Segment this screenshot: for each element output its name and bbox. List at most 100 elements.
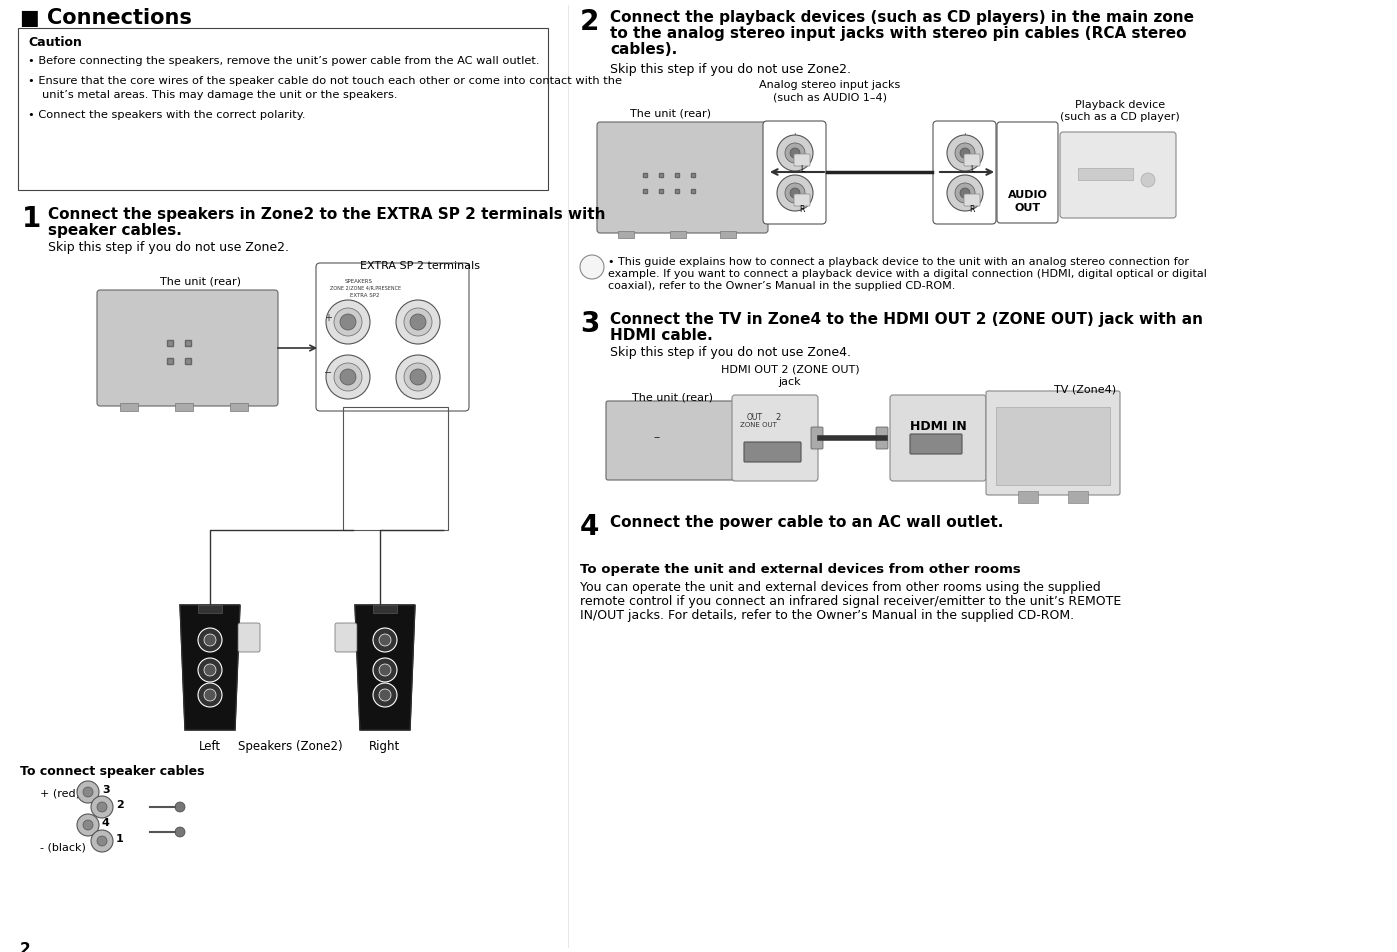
FancyBboxPatch shape [793,154,810,166]
Circle shape [326,300,370,344]
Circle shape [96,836,108,846]
Circle shape [82,787,94,797]
Text: jack: jack [778,377,802,387]
Circle shape [395,355,440,399]
Text: HDMI IN: HDMI IN [909,420,967,433]
FancyBboxPatch shape [986,391,1120,495]
Polygon shape [355,605,415,730]
Bar [198,605,222,613]
Text: ZONE 2/ZONE 4/R.PRESENCE: ZONE 2/ZONE 4/R.PRESENCE [330,286,401,291]
Text: TV (Zone4): TV (Zone4) [1053,385,1116,395]
Text: example. If you want to connect a playback device with a digital connection (HDM: example. If you want to connect a playba… [608,269,1207,279]
Text: EXTRA SP2: EXTRA SP2 [351,293,380,298]
Text: Skip this step if you do not use Zone2.: Skip this step if you do not use Zone2. [47,241,289,254]
Circle shape [204,634,217,646]
Text: +: + [324,313,332,323]
Text: L: L [963,133,967,142]
Circle shape [204,689,217,701]
Text: 1: 1 [116,834,124,844]
Text: AUDIO: AUDIO [1009,190,1048,200]
Circle shape [404,308,432,336]
Text: R: R [970,205,975,213]
Text: HDMI OUT 2 (ZONE OUT): HDMI OUT 2 (ZONE OUT) [721,365,859,375]
Bar [120,403,138,411]
Text: 2: 2 [116,800,124,810]
Circle shape [379,689,391,701]
Text: (such as a CD player): (such as a CD player) [1060,112,1180,122]
FancyBboxPatch shape [909,434,963,454]
Circle shape [373,628,397,652]
Circle shape [96,802,108,812]
Text: 4: 4 [102,818,110,828]
Text: The unit (rear): The unit (rear) [631,393,712,403]
Text: −: − [324,368,332,378]
FancyBboxPatch shape [763,121,826,224]
Text: Connect the power cable to an AC wall outlet.: Connect the power cable to an AC wall ou… [610,515,1003,530]
FancyBboxPatch shape [933,121,996,224]
Bar [1078,168,1133,180]
Bar [231,403,249,411]
Text: ZONE OUT: ZONE OUT [740,422,777,428]
Text: unit’s metal areas. This may damage the unit or the speakers.: unit’s metal areas. This may damage the … [42,90,398,100]
Text: L: L [970,165,974,173]
FancyBboxPatch shape [812,427,823,449]
Bar [373,605,397,613]
Circle shape [326,355,370,399]
Circle shape [1141,173,1155,187]
Text: ■ Connections: ■ Connections [20,8,191,28]
Circle shape [777,175,813,211]
Text: • This guide explains how to connect a playback device to the unit with an analo: • This guide explains how to connect a p… [608,257,1189,267]
Circle shape [198,683,222,707]
Circle shape [947,175,983,211]
Circle shape [379,664,391,676]
Text: 2: 2 [775,413,781,422]
Bar [671,231,686,238]
Text: Speakers (Zone2): Speakers (Zone2) [237,740,342,753]
FancyBboxPatch shape [1060,132,1176,218]
FancyBboxPatch shape [964,154,981,166]
Circle shape [777,135,813,171]
Text: To operate the unit and external devices from other rooms: To operate the unit and external devices… [580,563,1021,576]
Text: cables).: cables). [610,42,678,57]
Text: 4: 4 [580,513,599,541]
Text: Analog stereo input jacks: Analog stereo input jacks [760,80,901,90]
Bar [1018,491,1038,503]
FancyBboxPatch shape [316,263,469,411]
Circle shape [339,314,356,330]
Text: speaker cables.: speaker cables. [47,223,182,238]
Circle shape [947,135,983,171]
Circle shape [77,781,99,803]
Text: IN/OUT jacks. For details, refer to the Owner’s Manual in the supplied CD-ROM.: IN/OUT jacks. For details, refer to the … [580,609,1074,622]
Text: To connect speaker cables: To connect speaker cables [20,765,204,778]
Text: You can operate the unit and external devices from other rooms using the supplie: You can operate the unit and external de… [580,581,1101,594]
Circle shape [175,802,184,812]
Text: Right: Right [369,740,401,753]
Text: Connect the speakers in Zone2 to the EXTRA SP 2 terminals with: Connect the speakers in Zone2 to the EXT… [47,207,605,222]
Circle shape [409,314,426,330]
Circle shape [956,143,975,163]
Circle shape [175,827,184,837]
Bar [617,231,634,238]
FancyBboxPatch shape [96,290,278,406]
Text: OUT: OUT [747,413,763,422]
Circle shape [409,369,426,385]
Circle shape [373,683,397,707]
Text: 3: 3 [580,310,599,338]
Text: Playback device: Playback device [1074,100,1165,110]
Circle shape [334,363,362,391]
Text: coaxial), refer to the Owner’s Manual in the supplied CD-ROM.: coaxial), refer to the Owner’s Manual in… [608,281,956,291]
FancyBboxPatch shape [732,395,819,481]
Text: 2: 2 [20,942,31,952]
Text: HDMI cable.: HDMI cable. [610,328,712,343]
Circle shape [91,830,113,852]
FancyBboxPatch shape [745,442,800,462]
Text: Caution: Caution [28,36,82,49]
FancyBboxPatch shape [997,122,1058,223]
Circle shape [339,369,356,385]
Text: + (red): + (red) [41,788,80,798]
Circle shape [334,308,362,336]
Circle shape [373,658,397,682]
FancyBboxPatch shape [335,623,358,652]
Text: • Connect the speakers with the correct polarity.: • Connect the speakers with the correct … [28,110,306,120]
Circle shape [198,658,222,682]
